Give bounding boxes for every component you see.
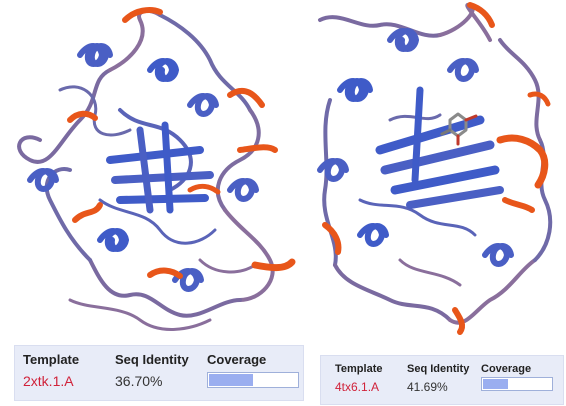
template-id-link[interactable]: 2xtk.1.A bbox=[23, 373, 74, 389]
coverage-bar bbox=[481, 377, 553, 391]
template-card-right: Template 4tx6.1.A Seq Identity 41.69% Co… bbox=[320, 355, 564, 405]
coverage-bar bbox=[207, 372, 299, 388]
ribbon-render-left bbox=[17, 7, 296, 331]
protein-structure-left bbox=[0, 0, 300, 345]
coverage-header: Coverage bbox=[481, 363, 532, 375]
ribbon-render-right bbox=[317, 2, 553, 335]
coverage-bar-fill bbox=[483, 379, 509, 389]
template-header: Template bbox=[23, 352, 80, 367]
protein-structure-right bbox=[300, 0, 566, 345]
seq-identity-header: Seq Identity bbox=[407, 363, 470, 375]
coverage-header: Coverage bbox=[207, 352, 267, 367]
template-card-left: Template 2xtk.1.A Seq Identity 36.70% Co… bbox=[14, 345, 304, 401]
coverage-bar-fill bbox=[209, 374, 253, 386]
seq-identity-value: 36.70% bbox=[115, 373, 163, 389]
template-header: Template bbox=[335, 363, 383, 375]
seq-identity-header: Seq Identity bbox=[115, 352, 189, 367]
template-id-link[interactable]: 4tx6.1.A bbox=[335, 380, 380, 394]
seq-identity-value: 41.69% bbox=[407, 380, 448, 394]
